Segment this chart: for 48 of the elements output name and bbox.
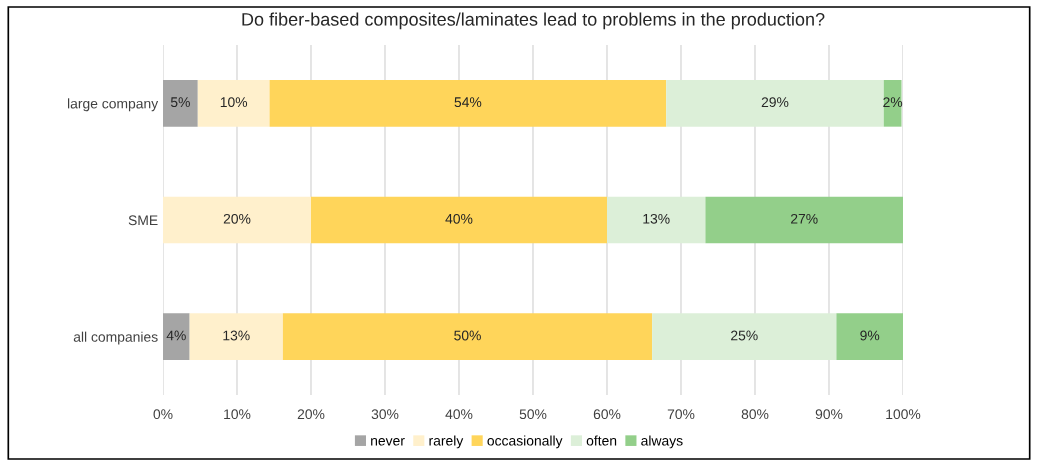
bar	[311, 196, 607, 244]
data-label: 13%	[223, 330, 250, 341]
legend-label: always	[641, 435, 683, 449]
bar	[666, 80, 884, 127]
y-tick-label: all companies	[73, 331, 158, 345]
x-tick-label: 60%	[593, 409, 621, 420]
data-label: 5%	[170, 97, 190, 108]
chart-title: Do fiber-based composites/laminates lead to problems in the production?	[242, 12, 825, 30]
x-tick-label: 0%	[153, 409, 173, 420]
legend-label: never	[371, 437, 405, 446]
data-label: 50%	[454, 330, 481, 341]
bar	[607, 196, 706, 244]
data-label: 54%	[454, 97, 482, 108]
data-label: 25%	[731, 330, 758, 341]
bar	[705, 196, 903, 244]
legend-label: rarely	[429, 435, 464, 449]
bar	[652, 313, 837, 360]
bar	[282, 313, 653, 360]
data-label: 10%	[220, 97, 248, 108]
bar	[269, 80, 667, 127]
bar	[163, 196, 311, 244]
bar	[163, 313, 190, 360]
x-tick-label: 70%	[667, 409, 695, 420]
data-label: 9%	[860, 330, 880, 341]
x-tick-label: 80%	[741, 409, 769, 420]
data-label: 29%	[761, 97, 789, 108]
legend-label: often	[586, 435, 617, 446]
bar	[836, 313, 903, 360]
legend-label: occasionally	[487, 435, 563, 449]
data-label: 20%	[223, 213, 251, 224]
x-tick-label: 20%	[297, 409, 325, 420]
data-label: 40%	[445, 213, 473, 224]
bar	[163, 80, 198, 127]
bar	[197, 80, 270, 127]
data-label: 2%	[883, 97, 903, 108]
x-tick-label: 100%	[886, 409, 921, 420]
bar	[883, 80, 902, 127]
data-label: 4%	[166, 330, 186, 341]
data-label: 27%	[791, 213, 818, 224]
x-tick-label: 90%	[815, 409, 843, 420]
data-label: 13%	[643, 213, 670, 224]
x-tick-label: 40%	[445, 409, 473, 420]
x-tick-label: 50%	[519, 409, 547, 420]
y-tick-label: large company	[67, 98, 159, 112]
bar	[189, 313, 283, 360]
x-tick-label: 10%	[224, 409, 251, 420]
y-tick-label: SME	[128, 215, 158, 226]
x-tick-label: 30%	[371, 409, 399, 420]
